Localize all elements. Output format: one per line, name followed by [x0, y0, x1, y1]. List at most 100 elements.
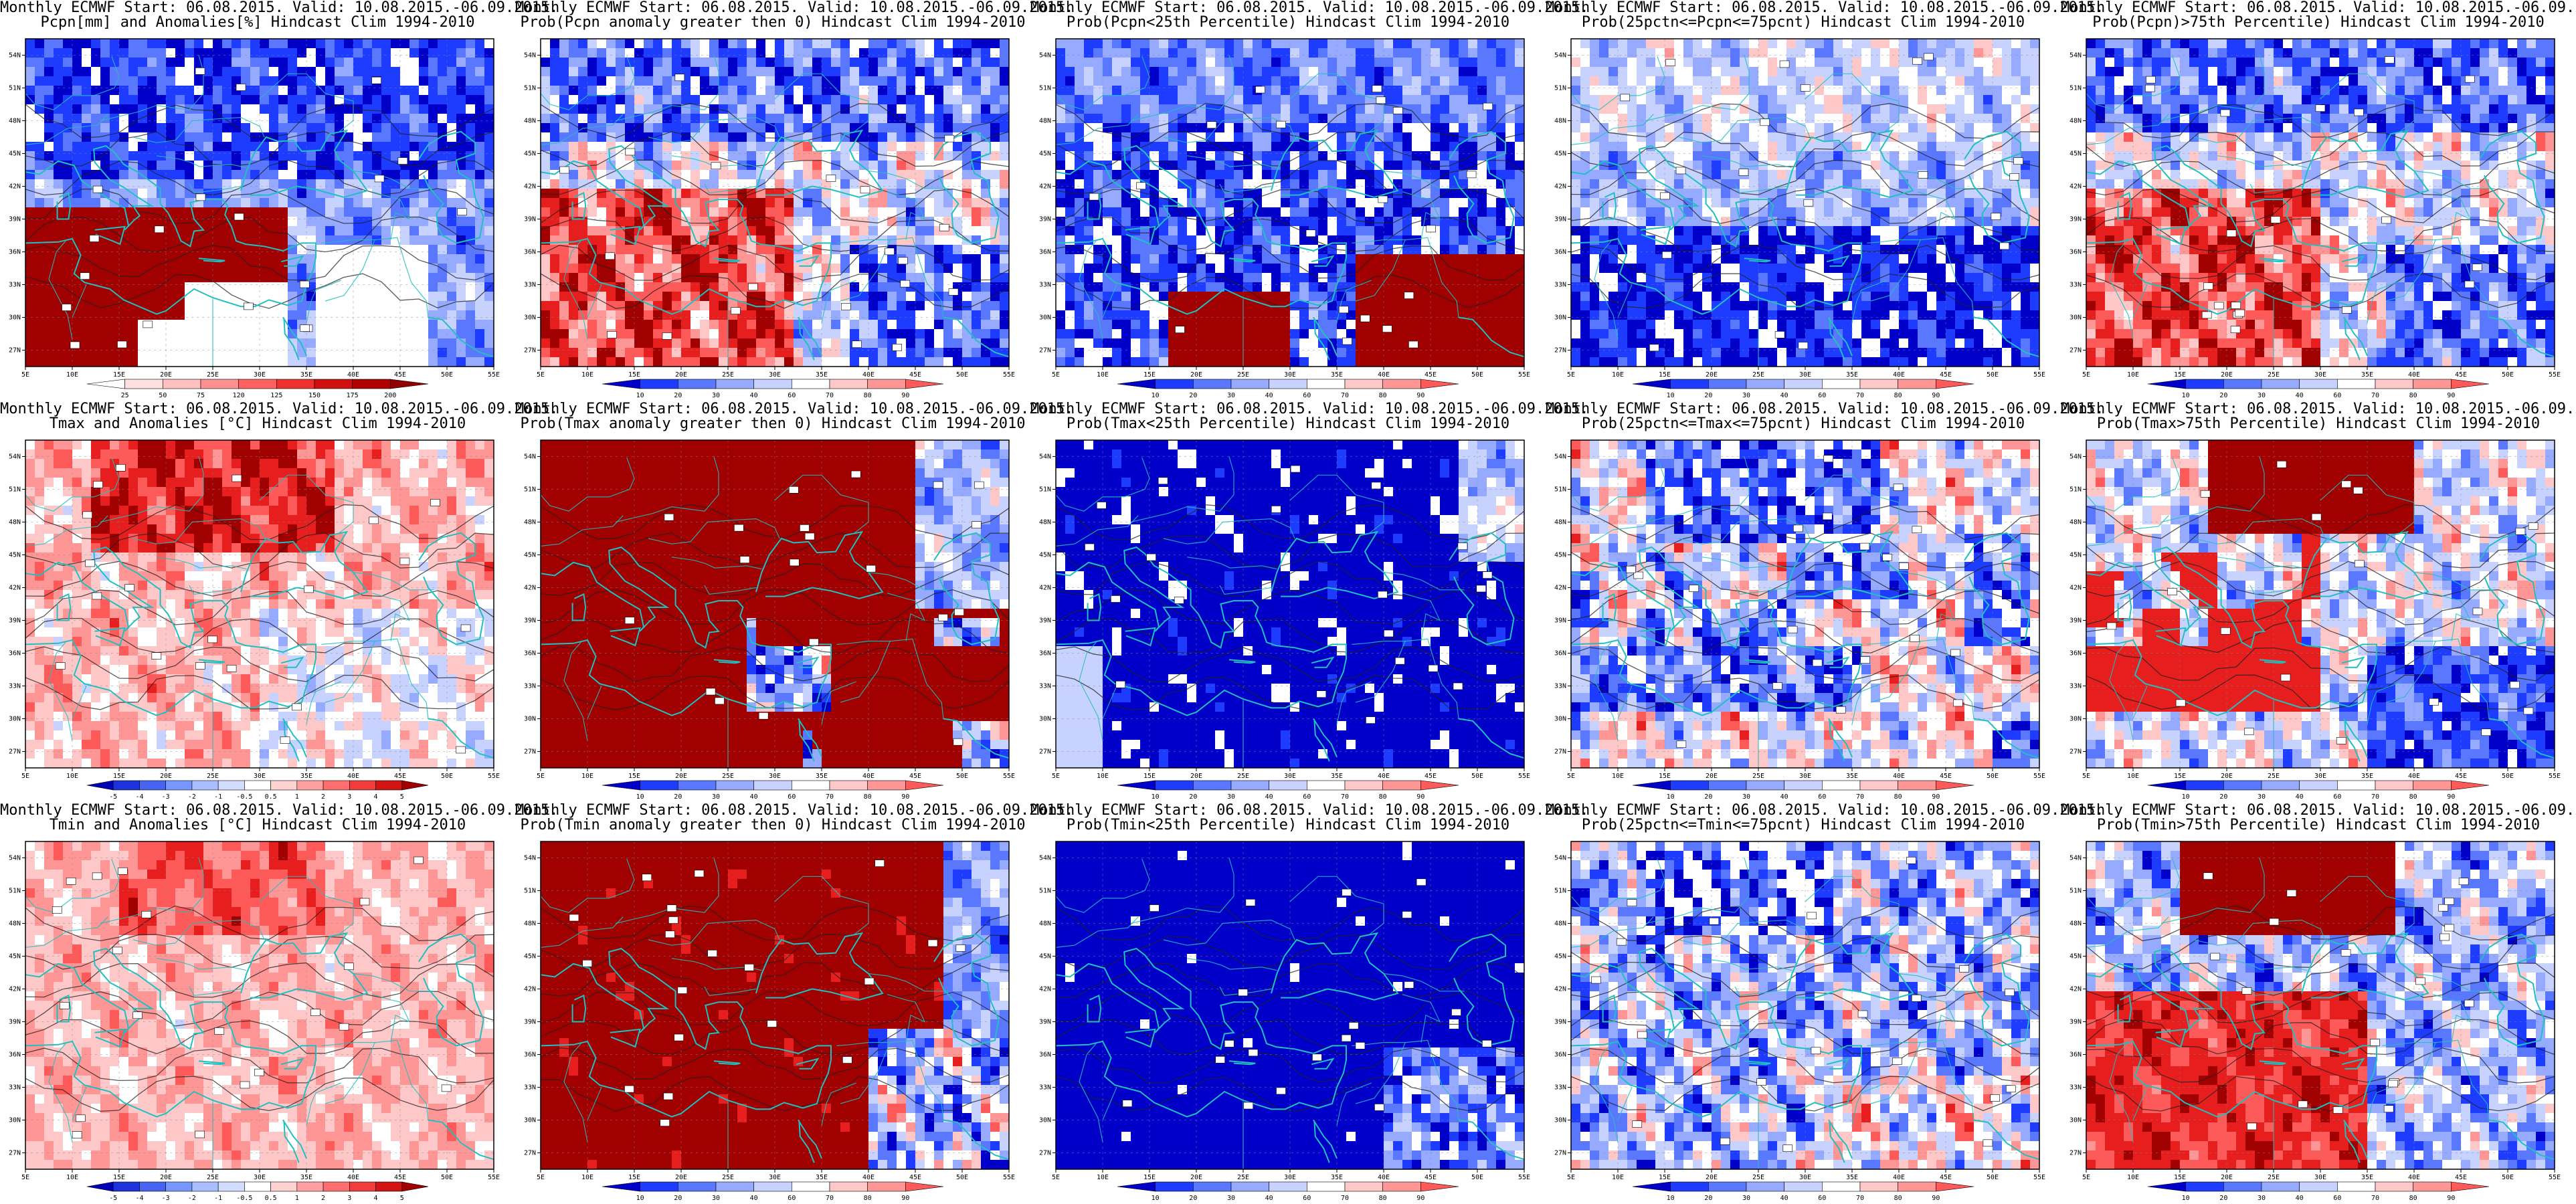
- lon-tick-label: 10E: [1097, 371, 1109, 379]
- lon-tick-label: 30E: [254, 371, 266, 379]
- lat-tick-label: 51N: [2069, 85, 2082, 92]
- colorbar-label: 30: [1742, 392, 1750, 399]
- lat-tick-label: 39N: [524, 617, 536, 625]
- panel-title-line1: Monthly ECMWF Start: 06.08.2015. Valid: …: [1546, 401, 2104, 417]
- colorbar-label: 40: [2296, 392, 2304, 399]
- lon-tick-label: 15E: [2174, 1174, 2186, 1181]
- lon-tick-label: 5E: [1567, 1174, 1575, 1181]
- lon-tick-label: 10E: [581, 1174, 593, 1181]
- lon-tick-label: 45E: [1424, 1174, 1437, 1181]
- lat-tick-label: 36N: [2069, 650, 2082, 658]
- lat-tick-label: 45N: [1554, 552, 1566, 559]
- lon-tick-label: 50E: [956, 371, 968, 379]
- lon-tick-label: 5E: [537, 1174, 545, 1181]
- map-panel: Monthly ECMWF Start: 06.08.2015. Valid: …: [2061, 803, 2576, 1204]
- map-field: [1056, 440, 1524, 768]
- lon-tick-label: 30E: [1799, 773, 1811, 780]
- panel-title-line2: Prob(Tmax anomaly greater then 0) Hindca…: [515, 416, 1030, 432]
- lon-tick-label: 20E: [2221, 1174, 2233, 1181]
- lat-tick-label: 30N: [1554, 314, 1566, 322]
- colorbar-label: 175: [347, 392, 359, 399]
- colorbar-label: 30: [2258, 1195, 2266, 1202]
- lon-tick-label: 25E: [207, 371, 219, 379]
- lat-tick-label: 42N: [2069, 183, 2082, 191]
- colorbar: -5 -4 -3 -2 -1 -0.5 0.5 1 2 3 4 5: [86, 780, 429, 801]
- lon-tick-label: 55E: [488, 371, 500, 379]
- colorbar-label: 0.5: [265, 793, 277, 801]
- colorbar-label: 20: [674, 1195, 682, 1202]
- lon-tick-label: 50E: [1987, 371, 1999, 379]
- lon-tick-label: 25E: [1752, 1174, 1764, 1181]
- lon-tick-label: 10E: [66, 1174, 78, 1181]
- colorbar-label: 25: [121, 392, 129, 399]
- colorbar-label: 2: [321, 1195, 325, 1202]
- lon-tick-label: 40E: [862, 371, 875, 379]
- lat-tick-label: 42N: [2069, 585, 2082, 592]
- colorbar-label: 10: [2182, 793, 2190, 801]
- lon-tick-label: 55E: [488, 773, 500, 780]
- panel-title-line1: Monthly ECMWF Start: 06.08.2015. Valid: …: [1546, 0, 2104, 16]
- colorbar-label: 30: [712, 1195, 720, 1202]
- lon-tick-label: 35E: [1846, 1174, 1858, 1181]
- colorbar-label: 3: [347, 1195, 351, 1202]
- colorbar-label: 70: [2371, 1195, 2379, 1202]
- lat-tick-label: 27N: [9, 748, 21, 756]
- panel-title-line2: Prob(Tmin anomaly greater then 0) Hindca…: [515, 817, 1030, 833]
- lat-tick-label: 54N: [1039, 855, 1051, 862]
- lon-tick-label: 30E: [769, 1174, 781, 1181]
- panel-title-line1: Monthly ECMWF Start: 06.08.2015. Valid: …: [0, 0, 558, 16]
- lon-tick-label: 10E: [2127, 371, 2139, 379]
- lon-tick-label: 10E: [1612, 1174, 1624, 1181]
- lat-tick-label: 36N: [1554, 1051, 1566, 1059]
- lat-tick-label: 39N: [9, 617, 21, 625]
- lon-tick-label: 10E: [2127, 1174, 2139, 1181]
- colorbar-label: 40: [1265, 1195, 1273, 1202]
- colorbar-label: 60: [1818, 392, 1826, 399]
- lat-tick-label: 48N: [524, 118, 536, 125]
- lat-tick-label: 30N: [1039, 716, 1051, 723]
- colorbar-label: 20: [2219, 392, 2227, 399]
- colorbar-label: 70: [2371, 793, 2379, 801]
- colorbar: 10 20 30 40 60 70 80 90: [2147, 379, 2490, 399]
- lat-tick-label: 51N: [1554, 486, 1566, 494]
- colorbar-label: 30: [712, 793, 720, 801]
- lon-tick-label: 40E: [2408, 1174, 2420, 1181]
- panel-title-line1: Monthly ECMWF Start: 06.08.2015. Valid: …: [0, 803, 558, 819]
- map-panel: Monthly ECMWF Start: 06.08.2015. Valid: …: [0, 0, 558, 401]
- map-field: [1056, 39, 1524, 367]
- lon-tick-label: 35E: [1331, 371, 1343, 379]
- map-panel: Monthly ECMWF Start: 06.08.2015. Valid: …: [515, 803, 1073, 1204]
- lat-tick-label: 27N: [2069, 748, 2082, 756]
- lat-tick-label: 27N: [1554, 347, 1566, 355]
- lat-tick-label: 51N: [2069, 888, 2082, 895]
- colorbar-label: 80: [2409, 793, 2417, 801]
- lat-tick-label: 54N: [524, 454, 536, 461]
- map-plot: 5E 10E 15E 20E 25E 30E 35E 40E 45E 50E 55E 54N 51N 48…: [9, 841, 500, 1202]
- lat-tick-label: 51N: [1039, 888, 1051, 895]
- lat-tick-label: 27N: [1039, 1150, 1051, 1157]
- lat-tick-label: 36N: [1039, 249, 1051, 256]
- lon-tick-label: 35E: [1331, 773, 1343, 780]
- colorbar-label: -2: [188, 1195, 196, 1202]
- lat-tick-label: 45N: [524, 150, 536, 158]
- map-plot: 5E 10E 15E 20E 25E 30E 35E 40E 45E 50E 55E 54N 51N 48…: [9, 439, 500, 801]
- lat-tick-label: 36N: [2069, 1051, 2082, 1059]
- lon-tick-label: 15E: [1659, 371, 1671, 379]
- lon-tick-label: 40E: [347, 773, 359, 780]
- colorbar-label: 90: [1416, 392, 1424, 399]
- lon-tick-label: 15E: [1659, 773, 1671, 780]
- panel-title-line2: Tmax and Anomalies [°C] Hindcast Clim 19…: [0, 416, 515, 432]
- lat-tick-label: 45N: [9, 552, 21, 559]
- lat-tick-label: 45N: [524, 953, 536, 961]
- lon-tick-label: 30E: [2314, 371, 2326, 379]
- map-field: [2086, 39, 2555, 367]
- colorbar-label: 70: [1856, 392, 1864, 399]
- lon-tick-label: 35E: [816, 773, 828, 780]
- panel-title-line1: Monthly ECMWF Start: 06.08.2015. Valid: …: [1546, 803, 2104, 819]
- lon-tick-label: 20E: [1706, 371, 1718, 379]
- lon-tick-label: 35E: [1846, 371, 1858, 379]
- colorbar-label: 40: [1780, 793, 1788, 801]
- map-plot: 5E 10E 15E 20E 25E 30E 35E 40E 45E 50E 55E 54N 51N 48…: [1554, 38, 2045, 399]
- lat-tick-label: 33N: [9, 1084, 21, 1092]
- panel-title-line1: Monthly ECMWF Start: 06.08.2015. Valid: …: [1030, 401, 1588, 417]
